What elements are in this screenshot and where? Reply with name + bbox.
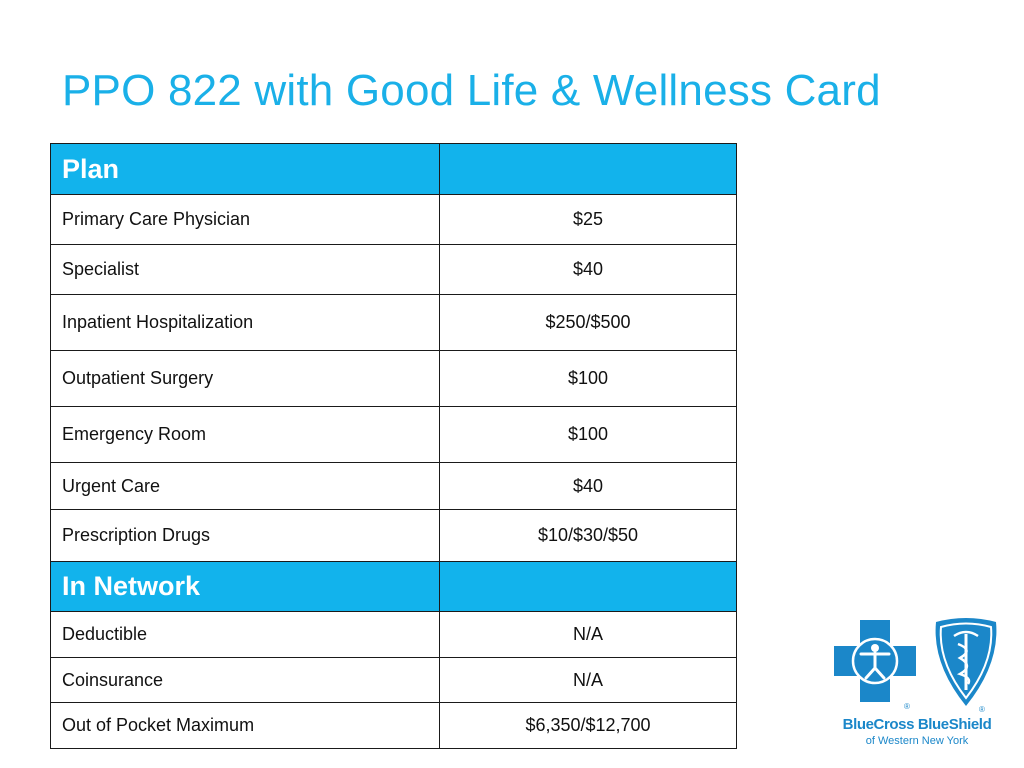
row-label: Outpatient Surgery <box>50 350 440 407</box>
table-row: Specialist $40 <box>50 244 737 295</box>
section-header-blank <box>439 143 737 195</box>
row-label: Coinsurance <box>50 657 440 703</box>
bcbs-logo-mark: ® ® <box>834 618 997 714</box>
table-row: Out of Pocket Maximum $6,350/$12,700 <box>50 702 737 749</box>
row-value: N/A <box>439 657 737 703</box>
row-value: $250/$500 <box>439 294 737 351</box>
section-header-blank <box>439 561 737 612</box>
table-row: Primary Care Physician $25 <box>50 194 737 245</box>
row-label: Primary Care Physician <box>50 194 440 245</box>
logo-name: BlueCross BlueShield <box>842 716 992 733</box>
row-label: Inpatient Hospitalization <box>50 294 440 351</box>
row-value: $40 <box>439 462 737 510</box>
registered-mark: ® <box>979 705 985 714</box>
blue-shield-icon <box>935 618 997 706</box>
bcbs-logo: ® ® BlueCross BlueShield of Western New … <box>828 614 1006 754</box>
section-header-row: In Network <box>50 561 737 612</box>
section-header-label: Plan <box>50 143 440 195</box>
table-row: Coinsurance N/A <box>50 657 737 703</box>
section-header-label: In Network <box>50 561 440 612</box>
row-label: Emergency Room <box>50 406 440 463</box>
row-label: Out of Pocket Maximum <box>50 702 440 749</box>
blue-cross-icon <box>834 620 916 702</box>
row-value: $25 <box>439 194 737 245</box>
slide-title: PPO 822 with Good Life & Wellness Card <box>62 66 881 115</box>
benefits-table: Plan Primary Care Physician $25 Speciali… <box>50 143 737 749</box>
logo-subtitle: of Western New York <box>865 735 969 747</box>
table-row: Urgent Care $40 <box>50 462 737 510</box>
table-row: Outpatient Surgery $100 <box>50 350 737 407</box>
table-row: Prescription Drugs $10/$30/$50 <box>50 509 737 562</box>
row-label: Deductible <box>50 611 440 658</box>
row-label: Urgent Care <box>50 462 440 510</box>
row-value: $100 <box>439 406 737 463</box>
row-label: Specialist <box>50 244 440 295</box>
row-value: $100 <box>439 350 737 407</box>
row-label: Prescription Drugs <box>50 509 440 562</box>
section-header-row: Plan <box>50 143 737 195</box>
registered-mark: ® <box>904 702 910 711</box>
row-value: $40 <box>439 244 737 295</box>
table-row: Deductible N/A <box>50 611 737 658</box>
row-value: N/A <box>439 611 737 658</box>
table-row: Emergency Room $100 <box>50 406 737 463</box>
row-value: $6,350/$12,700 <box>439 702 737 749</box>
table-row: Inpatient Hospitalization $250/$500 <box>50 294 737 351</box>
row-value: $10/$30/$50 <box>439 509 737 562</box>
